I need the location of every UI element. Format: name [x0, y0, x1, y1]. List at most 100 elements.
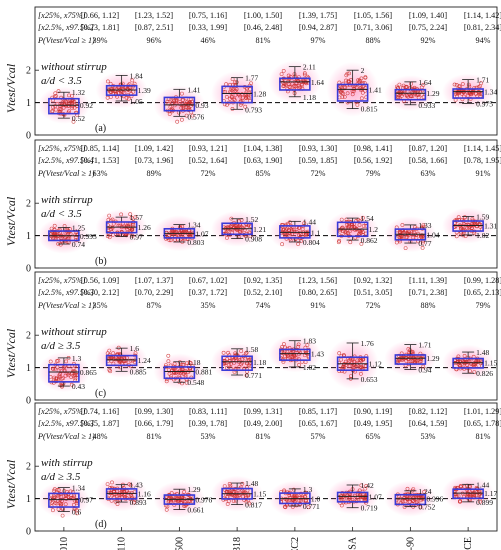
median-label: 0.865 — [80, 368, 97, 377]
prob-value: 65% — [365, 432, 380, 441]
data-point — [304, 351, 309, 356]
data-point — [361, 357, 365, 362]
ci95-value: [0.58, 1.66] — [409, 156, 447, 165]
data-point — [454, 234, 459, 239]
median-label: 1.29 — [426, 354, 439, 363]
data-point — [464, 222, 469, 227]
data-point — [458, 226, 463, 231]
ci95-row-label: [x2.5%, x97.5%] — [38, 288, 94, 297]
ci95-value: [0.30, 2.12] — [81, 288, 119, 297]
data-point — [64, 103, 69, 108]
data-point — [61, 105, 66, 110]
prob-value: 74% — [255, 301, 270, 310]
lower-whisker-label: 0.771 — [303, 502, 320, 511]
prob-value: 81% — [255, 432, 270, 441]
data-point — [72, 498, 77, 503]
iqr-box — [163, 366, 196, 380]
data-point — [187, 368, 192, 373]
data-point — [108, 87, 113, 91]
prob-value: 72% — [365, 301, 380, 310]
data-point — [340, 95, 345, 100]
data-point — [479, 81, 483, 86]
median-label: 1.04 — [426, 230, 439, 239]
data-point — [361, 224, 366, 228]
prob-value: 81% — [255, 36, 270, 45]
data-point — [130, 233, 135, 238]
median-label: 1.64 — [311, 78, 324, 87]
panel-frame — [34, 402, 498, 532]
data-point — [288, 85, 293, 90]
condition-label-1: without stirrup — [41, 61, 107, 73]
median-label: 0.93 — [195, 101, 208, 110]
data-point — [225, 356, 230, 361]
iqr-row-label: [x25%, x75%] — [38, 11, 86, 20]
y-tick-label: 2 — [26, 331, 31, 342]
data-point — [184, 103, 189, 108]
data-point — [70, 94, 75, 99]
y-tick-label: 0 — [26, 527, 31, 538]
data-point — [130, 78, 135, 83]
data-point — [341, 362, 346, 367]
upper-whisker-label: 1.43 — [130, 481, 143, 490]
data-point — [280, 242, 285, 247]
data-point — [279, 72, 284, 77]
data-point — [59, 103, 64, 108]
x-tick-label-ACI318: ACI318 — [232, 537, 243, 550]
data-point — [344, 362, 349, 367]
data-point — [115, 502, 120, 507]
box-FIP-90: 1.71 1.29 0.94 — [384, 340, 440, 377]
data-point — [421, 364, 426, 369]
data-point — [50, 109, 55, 113]
median-label: 1.15 — [253, 490, 266, 499]
prob-row-label: P(Vtest/Vcal ≥ 1) — [37, 301, 95, 310]
upper-whisker-label: 1.24 — [418, 487, 431, 496]
data-point — [233, 88, 238, 93]
ci95-value: [0.65, 1.78] — [464, 419, 501, 428]
data-point — [463, 360, 468, 364]
panel-frame — [34, 6, 498, 136]
lower-whisker-label: 0.975 — [476, 99, 493, 108]
data-point — [168, 238, 173, 243]
upper-whisker-label: 1.76 — [361, 339, 374, 348]
median-label: 1.15 — [484, 359, 497, 368]
data-point — [302, 221, 307, 226]
data-point — [285, 226, 290, 231]
data-point — [341, 364, 346, 369]
data-point — [237, 364, 242, 369]
iqr-box — [452, 88, 484, 99]
data-point — [411, 230, 416, 234]
data-point — [232, 80, 237, 85]
lower-whisker-label: 0.752 — [418, 503, 435, 512]
upper-whisker-label: 1.58 — [245, 345, 258, 354]
data-point — [347, 71, 352, 76]
data-point — [105, 95, 110, 100]
prob-value: 87% — [146, 301, 161, 310]
data-point — [363, 486, 368, 491]
y-tick-label: 2 — [26, 66, 31, 77]
data-point — [304, 233, 309, 238]
lower-whisker-label: 0.43 — [72, 382, 85, 391]
data-point — [418, 357, 423, 362]
data-point — [344, 73, 349, 78]
median-label: 0.97 — [80, 496, 93, 505]
box-ACI318: 1.48 1.15 0.817 — [211, 475, 267, 512]
iqr-value: [1.11, 1.39] — [409, 276, 447, 285]
data-point — [398, 233, 403, 238]
y-tick-label: 1 — [26, 231, 31, 242]
iqr-value: [0.56, 1.09] — [81, 276, 119, 285]
iqr-value: [0.99, 1.31] — [244, 407, 282, 416]
ci95-value: [0.71, 3.06] — [354, 23, 392, 32]
prob-row-label: P(Vtest/Vcal ≥ 1) — [37, 169, 95, 178]
data-point — [400, 223, 405, 227]
box-BS8110: 1.84 1.39 1.05 — [95, 71, 151, 109]
data-point — [107, 235, 112, 240]
data-point — [292, 229, 297, 234]
data-point — [166, 359, 171, 364]
data-point — [167, 112, 172, 116]
data-point — [291, 487, 296, 492]
data-point — [179, 106, 184, 110]
data-point — [360, 90, 365, 95]
data-point — [280, 344, 285, 349]
data-point — [130, 358, 135, 363]
data-point — [420, 240, 425, 245]
